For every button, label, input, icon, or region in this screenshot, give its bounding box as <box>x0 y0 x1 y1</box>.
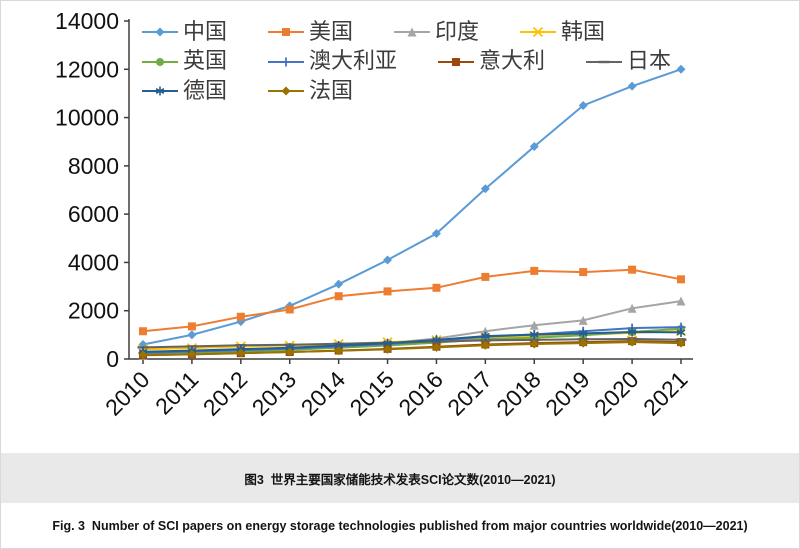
x-tick-label: 2020 <box>589 366 644 421</box>
legend-label: 印度 <box>435 19 480 44</box>
legend-label: 美国 <box>309 19 354 44</box>
legend-label: 德国 <box>183 77 228 103</box>
legend-item-6: 意大利 <box>437 48 545 74</box>
legend-marker-icon <box>268 28 305 37</box>
x-tick-label: 2017 <box>442 366 497 421</box>
legend-item-0: 中国 <box>141 19 227 45</box>
legend-marker-icon <box>268 86 305 96</box>
series-line-9 <box>142 341 682 356</box>
legend-label: 英国 <box>183 48 228 74</box>
legend-item-1: 美国 <box>267 19 353 45</box>
legend-item-4: 英国 <box>141 48 227 74</box>
legend-label: 韩国 <box>561 19 606 44</box>
y-tick-label: 12000 <box>55 56 119 82</box>
legend-item-9: 法国 <box>267 78 353 104</box>
legend-marker-icon <box>394 27 431 37</box>
y-tick-label: 14000 <box>55 8 119 34</box>
x-tick-label: 2019 <box>540 366 595 421</box>
series-line-8 <box>142 330 682 353</box>
legend-marker-icon <box>142 86 178 96</box>
series-line-4 <box>142 327 682 355</box>
caption-english: Fig. 3 Number of SCI papers on energy st… <box>1 503 799 548</box>
x-tick-label: 2014 <box>296 366 351 421</box>
legend-label: 日本 <box>627 48 672 74</box>
y-tick-label: 2000 <box>68 298 119 324</box>
legend-item-3: 韩国 <box>519 19 605 45</box>
x-tick-label: 2016 <box>393 366 448 421</box>
line-chart: 0 2000 4000 6000 8000 10000 12000 14000 2010 2011… <box>1 1 799 453</box>
x-tick-label: 2015 <box>345 366 400 421</box>
legend-label: 中国 <box>183 19 228 44</box>
legend-marker-icon <box>438 57 475 66</box>
chart-legend: 中国 美国 印度 韩国英国 澳大利亚 意大利 日本德国 法国 <box>141 19 681 104</box>
y-tick-label: 8000 <box>68 153 119 179</box>
legend-label: 意大利 <box>479 48 546 74</box>
x-tick-label: 2018 <box>491 366 546 421</box>
legend-marker-icon <box>520 27 557 38</box>
y-tick-label: 6000 <box>68 201 119 227</box>
legend-marker-icon <box>142 57 178 66</box>
legend-label: 澳大利亚 <box>309 48 398 74</box>
x-tick-label: 2010 <box>100 366 155 421</box>
x-tick-label: 2013 <box>247 366 302 421</box>
legend-marker-icon <box>268 57 305 67</box>
series-line-0 <box>142 68 682 346</box>
legend-item-2: 印度 <box>393 19 479 45</box>
y-tick-label: 4000 <box>68 249 119 275</box>
x-tick-label: 2012 <box>198 366 253 421</box>
legend-item-5: 澳大利亚 <box>267 48 397 74</box>
y-tick-label: 0 <box>106 346 119 372</box>
y-tick-label: 10000 <box>55 105 119 131</box>
legend-label: 法国 <box>309 77 354 103</box>
x-tick-label: 2011 <box>150 366 203 419</box>
legend-item-8: 德国 <box>141 78 227 104</box>
legend-marker-icon <box>142 27 178 37</box>
legend-item-7: 日本 <box>585 48 671 74</box>
legend-marker-icon <box>586 60 623 63</box>
caption-band: 图3 世界主要国家储能技术发表SCI论文数(2010—2021) <box>1 453 799 503</box>
caption-chinese: 图3 世界主要国家储能技术发表SCI论文数(2010—2021) <box>244 472 556 487</box>
chart-canvas: 0 2000 4000 6000 8000 10000 12000 14000 20102011… <box>55 8 693 421</box>
x-tick-label: 2021 <box>638 366 693 421</box>
series-line-1 <box>142 268 682 333</box>
